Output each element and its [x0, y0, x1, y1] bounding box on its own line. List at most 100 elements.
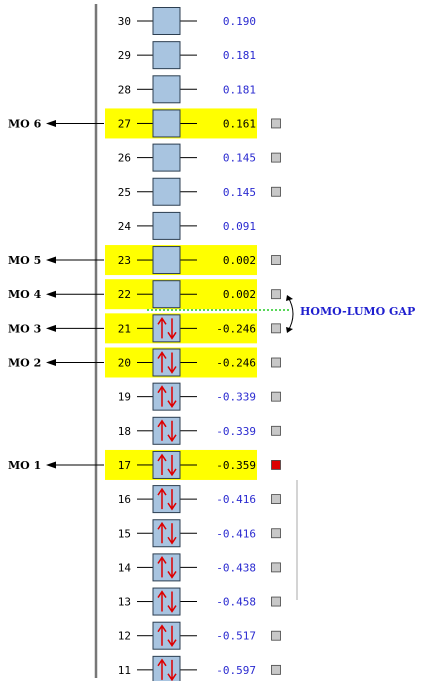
orbital-box[interactable] [152, 75, 181, 104]
orbital-level: 21 -0.246 [105, 313, 281, 344]
orbital-checkbox-checked[interactable] [271, 460, 281, 470]
orbital-checkbox[interactable] [271, 494, 281, 505]
orbital-box[interactable] [152, 655, 181, 681]
mo-label-text: MO 2 [8, 357, 41, 370]
arrowhead-icon [46, 324, 56, 332]
orbital-energy: -0.359 [216, 459, 256, 472]
orbital-number: 23 [118, 254, 131, 267]
orbital-level: 26 0.145 [118, 143, 281, 172]
spin-down-arrow-icon [167, 352, 177, 374]
orbital-level: 23 0.002 [105, 245, 281, 276]
orbital-level: 14 -0.438 [118, 553, 281, 582]
orbital-energy: 0.145 [223, 152, 256, 165]
orbital-checkbox[interactable] [271, 630, 281, 641]
orbital-level: 28 0.181 [118, 75, 256, 104]
orbital-box[interactable] [152, 416, 181, 445]
mo-label-text: MO 4 [8, 288, 42, 301]
orbital-checkbox[interactable] [271, 152, 281, 163]
spin-down-arrow-icon [167, 318, 177, 340]
orbital-levels: 30 0.190 29 0.181 28 0.181 27 0.161 26 0.145 25 0.1… [105, 7, 281, 681]
orbital-number: 27 [118, 117, 131, 130]
orbital-number: 28 [118, 83, 131, 96]
orbital-energy: 0.181 [223, 83, 256, 96]
orbital-box[interactable] [152, 519, 181, 548]
orbital-checkbox[interactable] [271, 562, 281, 573]
spin-up-arrow-icon [157, 521, 167, 544]
orbital-box[interactable] [152, 143, 181, 172]
mo-label-text: MO 6 [8, 117, 42, 130]
spin-down-arrow-icon [167, 591, 177, 613]
orbital-number: 16 [118, 493, 131, 506]
orbital-checkbox[interactable] [271, 255, 281, 265]
orbital-box[interactable] [152, 485, 181, 514]
spin-down-arrow-icon [167, 489, 177, 511]
orbital-box[interactable] [152, 246, 181, 275]
orbital-box[interactable] [152, 314, 181, 343]
orbital-number: 13 [118, 596, 131, 609]
mo-label-text: MO 5 [8, 254, 41, 267]
spin-up-arrow-icon [157, 453, 167, 475]
orbital-box[interactable] [152, 450, 181, 479]
orbital-box[interactable] [152, 211, 181, 240]
orbital-number: 14 [118, 561, 132, 574]
orbital-level: 24 0.091 [118, 211, 256, 240]
gap-arrowhead-top [286, 295, 293, 301]
orbital-number: 15 [118, 527, 131, 540]
spin-down-arrow-icon [167, 659, 177, 681]
mo-label: MO 1 [8, 459, 104, 472]
orbital-level: 16 -0.416 [118, 485, 281, 514]
orbital-number: 24 [118, 220, 132, 233]
orbital-level: 30 0.190 [118, 7, 256, 35]
mo-labels: MO 6 MO 5 MO 4 MO 3 MO 2 MO 1 [8, 117, 104, 472]
orbital-box[interactable] [152, 348, 181, 377]
spin-up-arrow-icon [157, 419, 167, 441]
orbital-number: 19 [118, 391, 131, 404]
orbital-energy: -0.339 [216, 425, 256, 438]
orbital-number: 12 [118, 630, 131, 643]
orbital-energy: 0.002 [223, 254, 256, 267]
orbital-checkbox[interactable] [271, 528, 281, 539]
orbital-checkbox[interactable] [271, 118, 281, 129]
orbital-checkbox[interactable] [271, 391, 281, 402]
spin-up-arrow-icon [157, 487, 167, 510]
orbital-checkbox[interactable] [271, 323, 281, 334]
orbital-number: 21 [118, 322, 131, 335]
orbital-level: 17 -0.359 [105, 449, 281, 480]
orbital-energy: 0.190 [223, 15, 256, 28]
mo-label: MO 2 [8, 357, 104, 370]
homo-lumo-gap-label: HOMO-LUMO GAP [300, 305, 415, 318]
orbital-checkbox[interactable] [271, 289, 281, 300]
arrowhead-icon [46, 290, 56, 298]
orbital-number: 17 [118, 459, 131, 472]
orbital-box[interactable] [152, 587, 181, 616]
orbital-box[interactable] [152, 7, 181, 35]
gap-arrowhead-bottom [286, 327, 293, 333]
orbital-checkbox[interactable] [271, 596, 281, 607]
orbital-box[interactable] [152, 109, 181, 138]
orbital-box[interactable] [152, 177, 181, 206]
spin-down-arrow-icon [167, 454, 177, 477]
spin-down-arrow-icon [167, 625, 177, 648]
orbital-box[interactable] [152, 382, 181, 411]
orbital-checkbox[interactable] [271, 425, 281, 436]
orbital-energy: 0.145 [223, 186, 256, 199]
spin-down-arrow-icon [167, 386, 177, 409]
orbital-box[interactable] [152, 621, 181, 650]
orbital-box[interactable] [152, 553, 181, 582]
orbital-number: 25 [118, 186, 131, 199]
orbital-energy: -0.246 [216, 322, 256, 335]
mo-label: MO 6 [8, 117, 104, 130]
orbital-energy: -0.416 [216, 527, 256, 540]
spin-down-arrow-icon [167, 523, 177, 545]
orbital-box[interactable] [152, 280, 181, 309]
orbital-energy: -0.458 [216, 596, 256, 609]
orbital-checkbox[interactable] [271, 664, 281, 675]
orbital-checkbox[interactable] [271, 186, 281, 197]
orbital-number: 29 [118, 49, 131, 62]
orbital-box[interactable] [152, 41, 181, 70]
orbital-energy: 0.161 [223, 117, 256, 130]
spin-up-arrow-icon [157, 658, 167, 680]
orbital-checkbox[interactable] [271, 357, 281, 368]
orbital-energy: 0.002 [223, 288, 256, 301]
